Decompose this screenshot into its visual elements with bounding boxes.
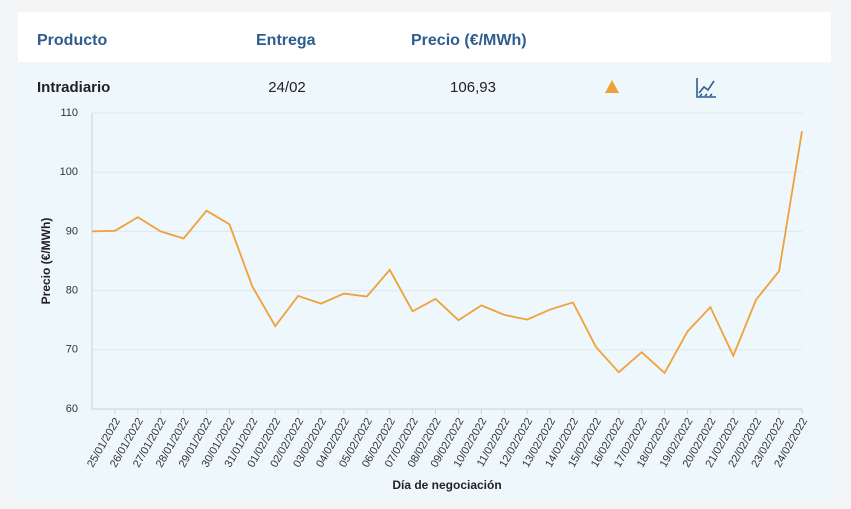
- product: Intradiario: [37, 79, 110, 96]
- column-header: Precio (€/MWh): [411, 32, 527, 49]
- y-tick-label: 110: [60, 107, 78, 119]
- y-tick-label: 100: [60, 166, 78, 178]
- y-tick-label: 80: [66, 285, 78, 297]
- x-axis-title: Día de negociación: [392, 478, 501, 492]
- chart-icon[interactable]: [696, 78, 716, 98]
- column-header: Entrega: [256, 32, 316, 49]
- y-tick-label: 70: [66, 344, 78, 356]
- y-axis-title: Precio (€/MWh): [39, 218, 53, 305]
- line-series: [91, 131, 803, 375]
- table-row: [18, 62, 831, 500]
- price: 106,93: [450, 79, 496, 96]
- column-header: Producto: [37, 32, 107, 49]
- y-tick-label: 60: [66, 403, 78, 415]
- table-header: [18, 12, 831, 62]
- y-tick-label: 90: [66, 225, 78, 237]
- trend-up-icon: [605, 80, 619, 93]
- delivery: 24/02: [268, 79, 306, 96]
